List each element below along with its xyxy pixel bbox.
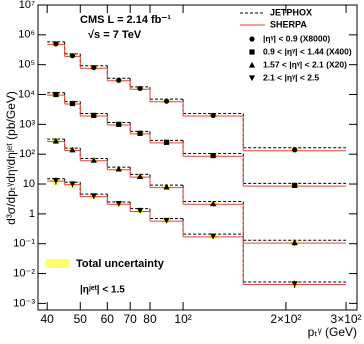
y-tick-label: 10: [23, 178, 35, 190]
y-tick-label: 10⁻³: [13, 297, 35, 309]
data-point: [53, 41, 59, 47]
data-point: [90, 193, 97, 200]
data-point: [163, 183, 170, 190]
x-tick-label: 60: [101, 312, 115, 326]
data-point: [52, 137, 60, 144]
data-point: [69, 100, 76, 107]
data-point: [90, 157, 97, 163]
data-point: [292, 182, 298, 188]
y-tick-label: 10⁻¹: [13, 238, 35, 250]
y-tick-label: 10⁵: [18, 59, 35, 71]
header: CMS L = 2.14 fb⁻¹: [80, 14, 171, 26]
data-point: [116, 77, 122, 83]
y-axis-label: d³σ/dpₜᵞdηᵞdηʲᵉᵗ (pb/GeV): [4, 91, 18, 225]
data-point: [52, 178, 60, 184]
data-point: [91, 112, 97, 118]
data-point: [210, 233, 217, 240]
data-point: [136, 173, 144, 180]
y-tick-label: 10⁻²: [13, 267, 35, 279]
data-point: [53, 91, 59, 98]
y-tick-label: 1: [29, 208, 35, 220]
data-point: [69, 181, 76, 188]
y-tick-label: 10⁷: [19, 0, 35, 11]
x-tick-label: 50: [74, 312, 88, 326]
legend-marker: [249, 36, 255, 42]
x-tick-label: 70: [124, 312, 138, 326]
y-tick-label: 10⁴: [18, 88, 35, 100]
data-point: [163, 98, 170, 104]
x-tick-label: 80: [143, 312, 157, 326]
x-axis-label: pₜᵞ (GeV): [308, 325, 357, 339]
data-point: [210, 200, 217, 207]
data-point: [291, 239, 298, 246]
data-point: [91, 64, 97, 71]
data-point: [136, 207, 144, 214]
data-point: [163, 139, 170, 145]
y-tick-label: 10²: [19, 148, 35, 160]
legend-label: 0.9 < |ηᵞ| < 1.44 (X400): [263, 46, 352, 56]
data-point: [137, 130, 143, 136]
legend-label: 1.57 < |ηᵞ| < 2.1 (X20): [263, 59, 347, 69]
y-tick-label: 10⁶: [18, 29, 35, 41]
data-point: [69, 53, 76, 59]
subtitle: √s = 7 TeV: [88, 29, 142, 41]
x-tick-label: 2×10²: [270, 312, 301, 326]
legend-label: |ηᵞ| < 0.9 (X8000): [263, 33, 330, 43]
y-tick-label: 10³: [19, 118, 35, 130]
data-point: [115, 165, 122, 172]
data-point: [292, 147, 298, 153]
data-point: [210, 152, 216, 159]
data-point: [116, 121, 122, 127]
plot-frame: [37, 4, 358, 311]
legend-marker: [248, 61, 256, 68]
x-tick-label: 40: [40, 312, 54, 326]
band-swatch: [46, 259, 70, 268]
data-point: [163, 217, 170, 224]
legend-marker: [248, 75, 256, 82]
legend-marker: [249, 49, 255, 55]
data-point: [115, 201, 122, 207]
x-tick-label: 3×10²: [331, 312, 362, 326]
x-tick-label: 10²: [174, 312, 191, 326]
annotation: |ηʲᵉᵗ| < 1.5: [80, 285, 125, 296]
legend-label: JETPHOX: [270, 7, 312, 17]
legend-label: 2.1 < |ηᵞ| < 2.5: [263, 72, 319, 82]
data-point: [291, 281, 298, 287]
band-label: Total uncertainty: [76, 258, 165, 270]
data-point: [137, 85, 143, 92]
legend-label: SHERPA: [270, 19, 307, 29]
data-point: [69, 146, 76, 153]
data-point: [210, 112, 216, 118]
